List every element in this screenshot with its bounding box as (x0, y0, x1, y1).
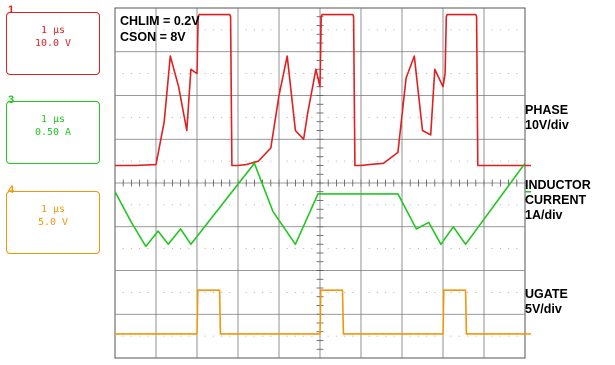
channel-1-time: 1 µs (40, 25, 66, 36)
inductor-scale: 1A/div (525, 208, 563, 222)
inductor-name: INDUCTOR (525, 178, 591, 192)
channel-3-number: 3 (8, 94, 15, 106)
channel-3-time: 1 µs (40, 114, 66, 125)
chlim-setting: CHLIM = 0.2V (120, 14, 200, 28)
channel-4-scale: 5.0 V (37, 217, 69, 228)
phase-scale: 10V/div (525, 118, 569, 132)
inductor-current-label: INDUCTOR CURRENT 1A/div (525, 178, 591, 223)
ugate-name: UGATE (525, 287, 568, 301)
phase-trace (115, 13, 525, 167)
channel-3-box: 1 µs 0.50 A (6, 101, 100, 164)
waveform-traces (114, 13, 526, 335)
channel-4-number: 4 (8, 184, 15, 196)
ugate-scale: 5V/div (525, 302, 562, 316)
settings-annotation: CHLIM = 0.2V CSON = 8V (120, 13, 200, 45)
phase-name: PHASE (525, 103, 569, 117)
ugate-trace (115, 289, 525, 335)
cson-setting: CSON = 8V (120, 30, 186, 44)
channel-3-scale: 0.50 A (34, 127, 72, 138)
channel-markers (525, 164, 531, 335)
ugate-label: UGATE 5V/div (525, 287, 568, 317)
channel-1-number: 1 (8, 4, 15, 16)
inductor-current-trace (114, 162, 526, 248)
channel-1-box: 1 µs 10.0 V (6, 12, 100, 75)
inductor-name-2: CURRENT (525, 193, 587, 207)
channel-1-scale: 10.0 V (34, 38, 72, 49)
phase-label: PHASE 10V/div (525, 103, 569, 133)
channel-4-time: 1 µs (40, 204, 66, 215)
channel-4-box: 1 µs 5.0 V (6, 191, 100, 254)
